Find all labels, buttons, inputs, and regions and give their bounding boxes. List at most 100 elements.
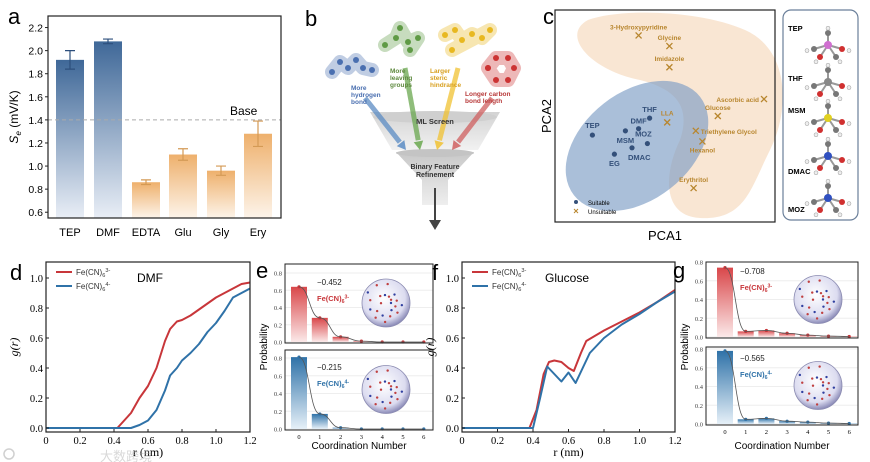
molecule-box xyxy=(782,9,859,221)
arrow-label: More xyxy=(390,68,406,75)
molecule-label-THF: THF xyxy=(788,74,803,83)
output-arrow-head xyxy=(429,220,441,230)
refinement-label: Binary Feature xyxy=(410,164,459,171)
bar-cn-0 xyxy=(717,267,733,337)
legend-label: Fe(CN)63- xyxy=(76,268,110,279)
bar-cn-2 xyxy=(758,418,775,424)
point-label: LLA xyxy=(661,110,674,117)
bar-cn-0 xyxy=(291,286,307,342)
arrow-carbon-bond-head xyxy=(452,140,462,150)
arrow-label: More xyxy=(351,85,367,92)
bar-marker xyxy=(847,421,851,426)
point-label: MSM xyxy=(617,136,635,145)
y-tick-label: 0.0 xyxy=(274,340,282,347)
point-label: Imidazole xyxy=(655,56,685,63)
species-label: Fe(CN)64- xyxy=(317,379,349,390)
x-axis-label: PCA1 xyxy=(648,228,682,243)
x-tick-label: 2 xyxy=(339,434,342,441)
y-tick-label: 0.2 xyxy=(274,322,282,329)
x-tick-label: 0.4 xyxy=(107,436,121,447)
molecule-label-TEP: TEP xyxy=(788,24,803,33)
point-label: Hexanol xyxy=(690,147,715,154)
y-tick-label: 1.0 xyxy=(30,274,43,285)
y-tick-label: 0.8 xyxy=(446,304,459,315)
arrow-label: hindrance xyxy=(430,82,461,89)
plot-frame xyxy=(284,263,434,344)
bar-cn-2 xyxy=(332,336,349,342)
x-tick-label: 0 xyxy=(723,429,726,436)
error-bar-TEP xyxy=(65,50,75,70)
solvation-sphere-icon xyxy=(361,365,411,414)
y-tick-label: 0.2 xyxy=(446,394,459,405)
bar-cn-1 xyxy=(737,419,754,424)
y-tick-label: 2.0 xyxy=(28,46,43,58)
bar-cn-1 xyxy=(737,331,754,337)
x-tick-label: TEP xyxy=(59,227,80,239)
refinement-label: Refinement xyxy=(416,172,455,179)
correlation-value: −0.708 xyxy=(740,267,765,276)
watermark-logo: 大数跨境 xyxy=(3,448,152,462)
x-tick-label: 1.2 xyxy=(668,436,681,447)
y-tick-label: 0.4 xyxy=(695,384,704,391)
point-label: Triethylene Glycol xyxy=(701,129,757,136)
y-tick-label: 0.6 xyxy=(446,334,459,345)
base-line-label: Base xyxy=(230,104,258,118)
fit-curve xyxy=(298,286,424,343)
y-tick-label: 1.0 xyxy=(446,274,459,285)
plot-frame xyxy=(47,15,282,219)
x-tick-label: 0 xyxy=(43,436,48,447)
molecule-leaving-groups xyxy=(378,21,425,57)
point-LLA xyxy=(663,118,671,126)
y-tick-label: 1.6 xyxy=(28,92,43,104)
x-tick-label: 0.2 xyxy=(73,436,86,447)
x-tick-label: 1.2 xyxy=(243,436,256,447)
y-axis-label: PCA2 xyxy=(539,99,554,133)
x-tick-label: 3 xyxy=(785,429,788,436)
x-tick-label: 3 xyxy=(360,434,363,441)
y-tick-label: 0.4 xyxy=(274,391,283,398)
bar-Gly xyxy=(207,170,235,218)
point-label: Erythritol xyxy=(679,177,708,184)
x-tick-label: EDTA xyxy=(132,227,161,239)
x-tick-label: 1 xyxy=(744,429,747,436)
plot-frame xyxy=(705,346,859,426)
arrow-carbon-bond xyxy=(456,96,494,144)
point-3-Hydroxypyridine xyxy=(635,31,643,39)
arrow-label: steric xyxy=(430,75,448,82)
arrow-label: bond length xyxy=(465,98,502,105)
y-axis-label: g(r) xyxy=(7,338,21,357)
y-axis-label: g(r) xyxy=(423,338,437,357)
point-MOZ xyxy=(644,140,651,147)
legend-label: Fe(CN)64- xyxy=(76,282,110,293)
line-series-fe4 xyxy=(46,287,251,429)
y-tick-label: 0.0 xyxy=(695,422,703,429)
error-bar-DMF xyxy=(103,38,113,45)
x-axis-label: r (nm) xyxy=(553,445,583,459)
arrow-steric-hindrance xyxy=(437,67,461,141)
point-Triethylene Glycol xyxy=(692,127,700,135)
plot-frame xyxy=(284,349,434,431)
molecule-label-MOZ: MOZ xyxy=(788,205,805,214)
point-THF xyxy=(647,115,653,121)
legend-unsuitable-marker xyxy=(573,208,579,214)
line-series-fe3 xyxy=(462,289,676,429)
y-tick-label: 0.4 xyxy=(274,305,283,312)
point-TEP xyxy=(589,132,596,138)
bar-cn-1 xyxy=(311,413,328,429)
y-tick-label: 0.6 xyxy=(274,373,283,380)
correlation-value: −0.215 xyxy=(317,363,342,372)
arrow-label: bond xyxy=(351,99,367,106)
point-Ascorbic acid xyxy=(760,95,768,103)
plot-frame xyxy=(705,261,859,339)
suitable-region xyxy=(565,80,709,212)
x-tick-label: DMF xyxy=(96,227,120,239)
y-axis-label: Probability xyxy=(259,324,270,371)
point-label: Glucose xyxy=(705,105,731,112)
x-tick-label: 1.0 xyxy=(633,436,646,447)
point-EG xyxy=(611,151,618,157)
x-tick-label: 6 xyxy=(422,434,426,441)
y-tick-label: 0.6 xyxy=(274,288,283,295)
species-label: Fe(CN)63- xyxy=(740,283,772,294)
y-tick-label: 0.4 xyxy=(30,364,44,375)
y-tick-label: 0.4 xyxy=(695,297,704,304)
